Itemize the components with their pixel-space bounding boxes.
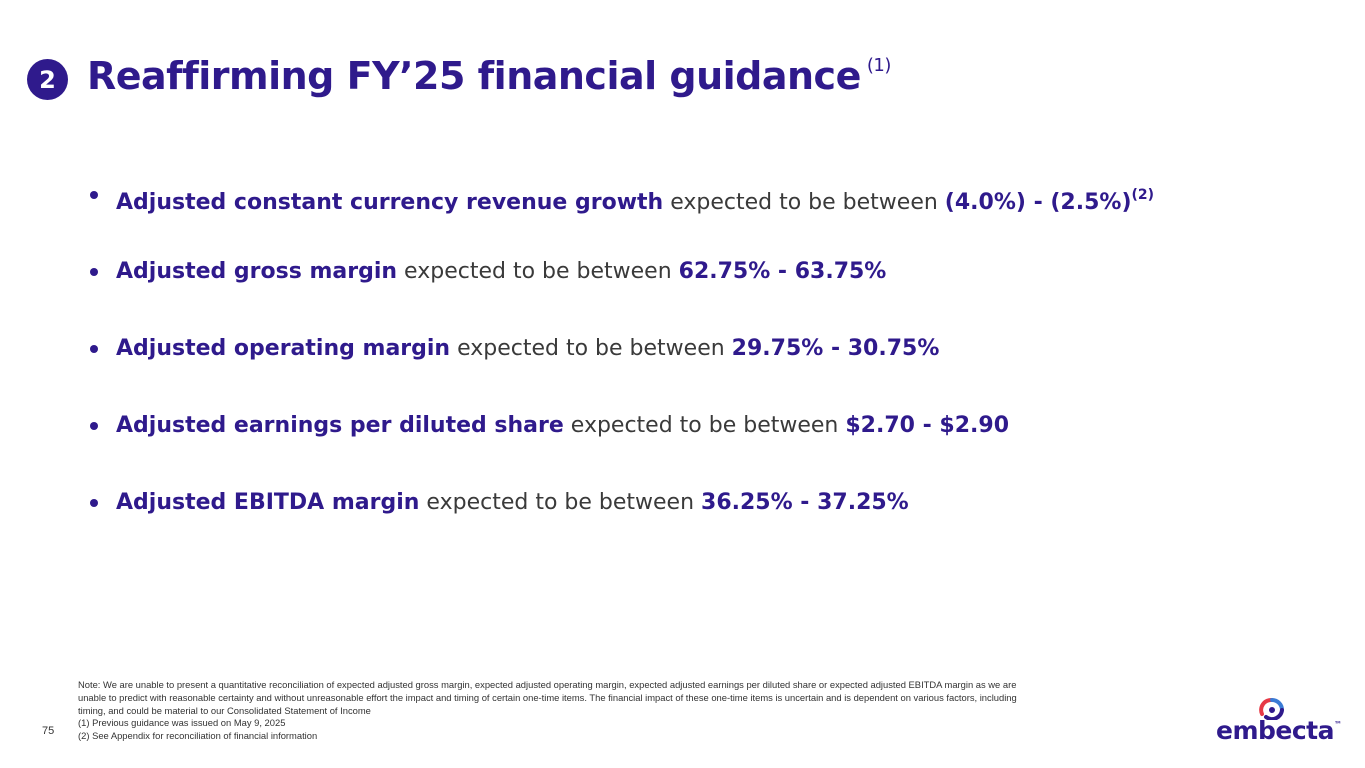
guidance-item-gross-margin: Adjusted gross margin expected to be bet… (88, 253, 1154, 330)
footnote-1: (1) Previous guidance was issued on May … (78, 717, 286, 729)
guidance-list: Adjusted constant currency revenue growt… (88, 176, 1154, 561)
connector-text: expected to be between (563, 413, 846, 438)
guidance-item-ebitda-margin: Adjusted EBITDA margin expected to be be… (88, 484, 1154, 561)
footnote-marker: (2) (1131, 187, 1155, 203)
section-number-badge: 2 (27, 59, 68, 100)
page-title-text: Reaffirming FY’25 financial guidance (87, 54, 861, 98)
guidance-item-eps: Adjusted earnings per diluted share expe… (88, 407, 1154, 484)
range-value: 36.25% - 37.25% (701, 490, 909, 515)
reconciliation-note: Note: We are unable to present a quantit… (78, 679, 1017, 716)
page-title: Reaffirming FY’25 financial guidance (1) (87, 54, 891, 98)
metric-label: Adjusted earnings per diluted share (116, 413, 564, 438)
metric-label: Adjusted operating margin (116, 336, 451, 361)
metric-label: Adjusted gross margin (116, 259, 398, 284)
connector-text: expected to be between (419, 490, 702, 515)
logo-wordmark: embecta™ (1216, 716, 1342, 745)
range-value: 62.75% - 63.75% (678, 259, 887, 284)
footnotes: Note: We are unable to present a quantit… (78, 679, 1043, 743)
footnote-2: (2) See Appendix for reconciliation of f… (78, 730, 318, 742)
logo-mark-icon (1259, 698, 1284, 720)
page-number: 75 (42, 725, 55, 737)
connector-text: expected to be between (397, 259, 679, 284)
guidance-item-revenue-growth: Adjusted constant currency revenue growt… (88, 176, 1154, 253)
range-value: $2.70 - $2.90 (845, 413, 1009, 438)
metric-label: Adjusted EBITDA margin (116, 490, 420, 515)
connector-text: expected to be between (663, 190, 945, 215)
range-value: 29.75% - 30.75% (731, 336, 940, 361)
connector-text: expected to be between (450, 336, 732, 361)
range-value: (4.0%) - (2.5%) (944, 190, 1132, 215)
guidance-item-operating-margin: Adjusted operating margin expected to be… (88, 330, 1154, 407)
embecta-logo: embecta™ (1216, 696, 1342, 746)
title-footnote-marker: (1) (866, 55, 892, 76)
metric-label: Adjusted constant currency revenue growt… (116, 190, 664, 215)
